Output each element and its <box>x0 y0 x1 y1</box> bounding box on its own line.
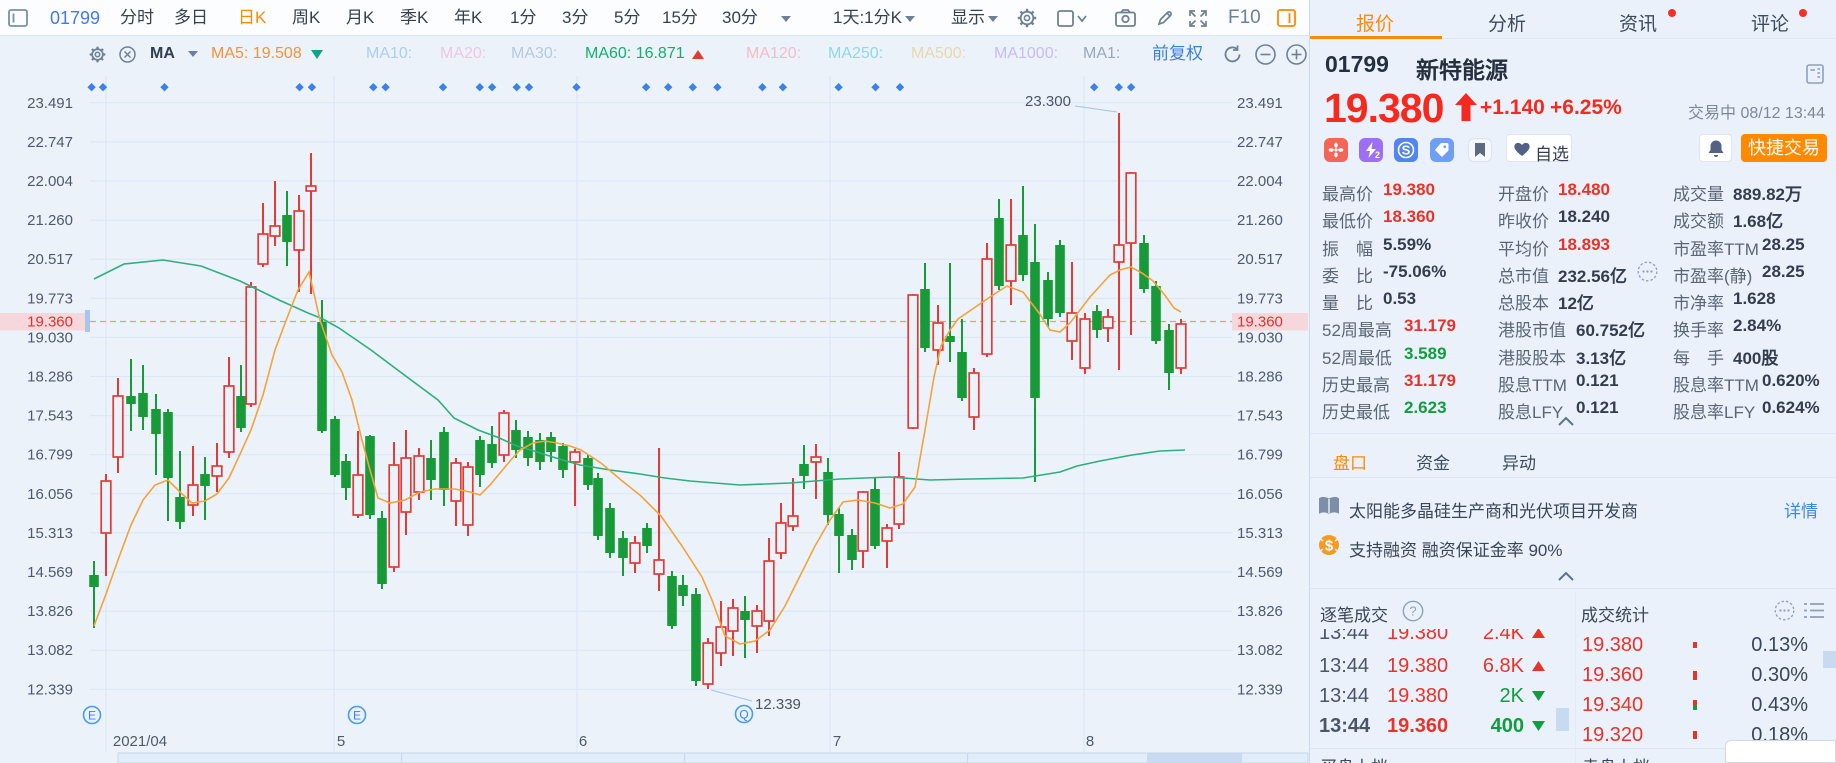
svg-text:2021/04: 2021/04 <box>113 733 167 750</box>
svg-text:$: $ <box>1325 538 1334 555</box>
svg-text:22.747: 22.747 <box>1237 134 1283 151</box>
svg-text:16.799: 16.799 <box>1237 447 1283 464</box>
svg-text:15.313: 15.313 <box>27 525 73 542</box>
svg-text:19.030: 19.030 <box>1237 329 1283 346</box>
svg-text:E: E <box>88 709 96 723</box>
svg-text:8: 8 <box>1086 733 1094 750</box>
svg-text:20.517: 20.517 <box>1237 251 1283 268</box>
svg-text:21.260: 21.260 <box>27 212 73 229</box>
svg-text:20.517: 20.517 <box>27 251 73 268</box>
svg-text:13.082: 13.082 <box>1237 642 1283 659</box>
svg-text:E: E <box>353 709 361 723</box>
svg-text:12.339: 12.339 <box>27 681 73 698</box>
svg-text:19.030: 19.030 <box>27 329 73 346</box>
svg-text:21.260: 21.260 <box>1237 212 1283 229</box>
svg-text:23.491: 23.491 <box>1237 95 1283 112</box>
svg-text:19.360: 19.360 <box>27 314 73 331</box>
svg-text:18.286: 18.286 <box>1237 369 1283 386</box>
svg-text:19.360: 19.360 <box>1237 314 1283 331</box>
svg-text:22.004: 22.004 <box>27 173 73 190</box>
svg-text:17.543: 17.543 <box>1237 408 1283 425</box>
svg-text:18.286: 18.286 <box>27 369 73 386</box>
svg-text:16.056: 16.056 <box>1237 486 1283 503</box>
svg-text:13.082: 13.082 <box>27 642 73 659</box>
svg-text:?: ? <box>1409 604 1416 619</box>
svg-text:6: 6 <box>579 733 587 750</box>
svg-text:12.339: 12.339 <box>1237 681 1283 698</box>
svg-text:2: 2 <box>1375 150 1380 160</box>
svg-text:12.339: 12.339 <box>755 696 801 713</box>
svg-text:14.569: 14.569 <box>1237 564 1283 581</box>
svg-text:16.056: 16.056 <box>27 486 73 503</box>
svg-text:22.004: 22.004 <box>1237 173 1283 190</box>
svg-text:S: S <box>1402 143 1411 158</box>
svg-text:23.491: 23.491 <box>27 95 73 112</box>
svg-text:13.826: 13.826 <box>27 603 73 620</box>
svg-text:19.773: 19.773 <box>1237 290 1283 307</box>
svg-text:17.543: 17.543 <box>27 408 73 425</box>
svg-text:14.569: 14.569 <box>27 564 73 581</box>
svg-text:19.773: 19.773 <box>27 290 73 307</box>
svg-text:13.826: 13.826 <box>1237 603 1283 620</box>
svg-text:5: 5 <box>337 733 345 750</box>
svg-text:23.300: 23.300 <box>1025 93 1071 110</box>
svg-text:Q: Q <box>739 708 748 722</box>
svg-text:15.313: 15.313 <box>1237 525 1283 542</box>
svg-text:7: 7 <box>833 733 841 750</box>
svg-text:16.799: 16.799 <box>27 447 73 464</box>
svg-text:22.747: 22.747 <box>27 134 73 151</box>
